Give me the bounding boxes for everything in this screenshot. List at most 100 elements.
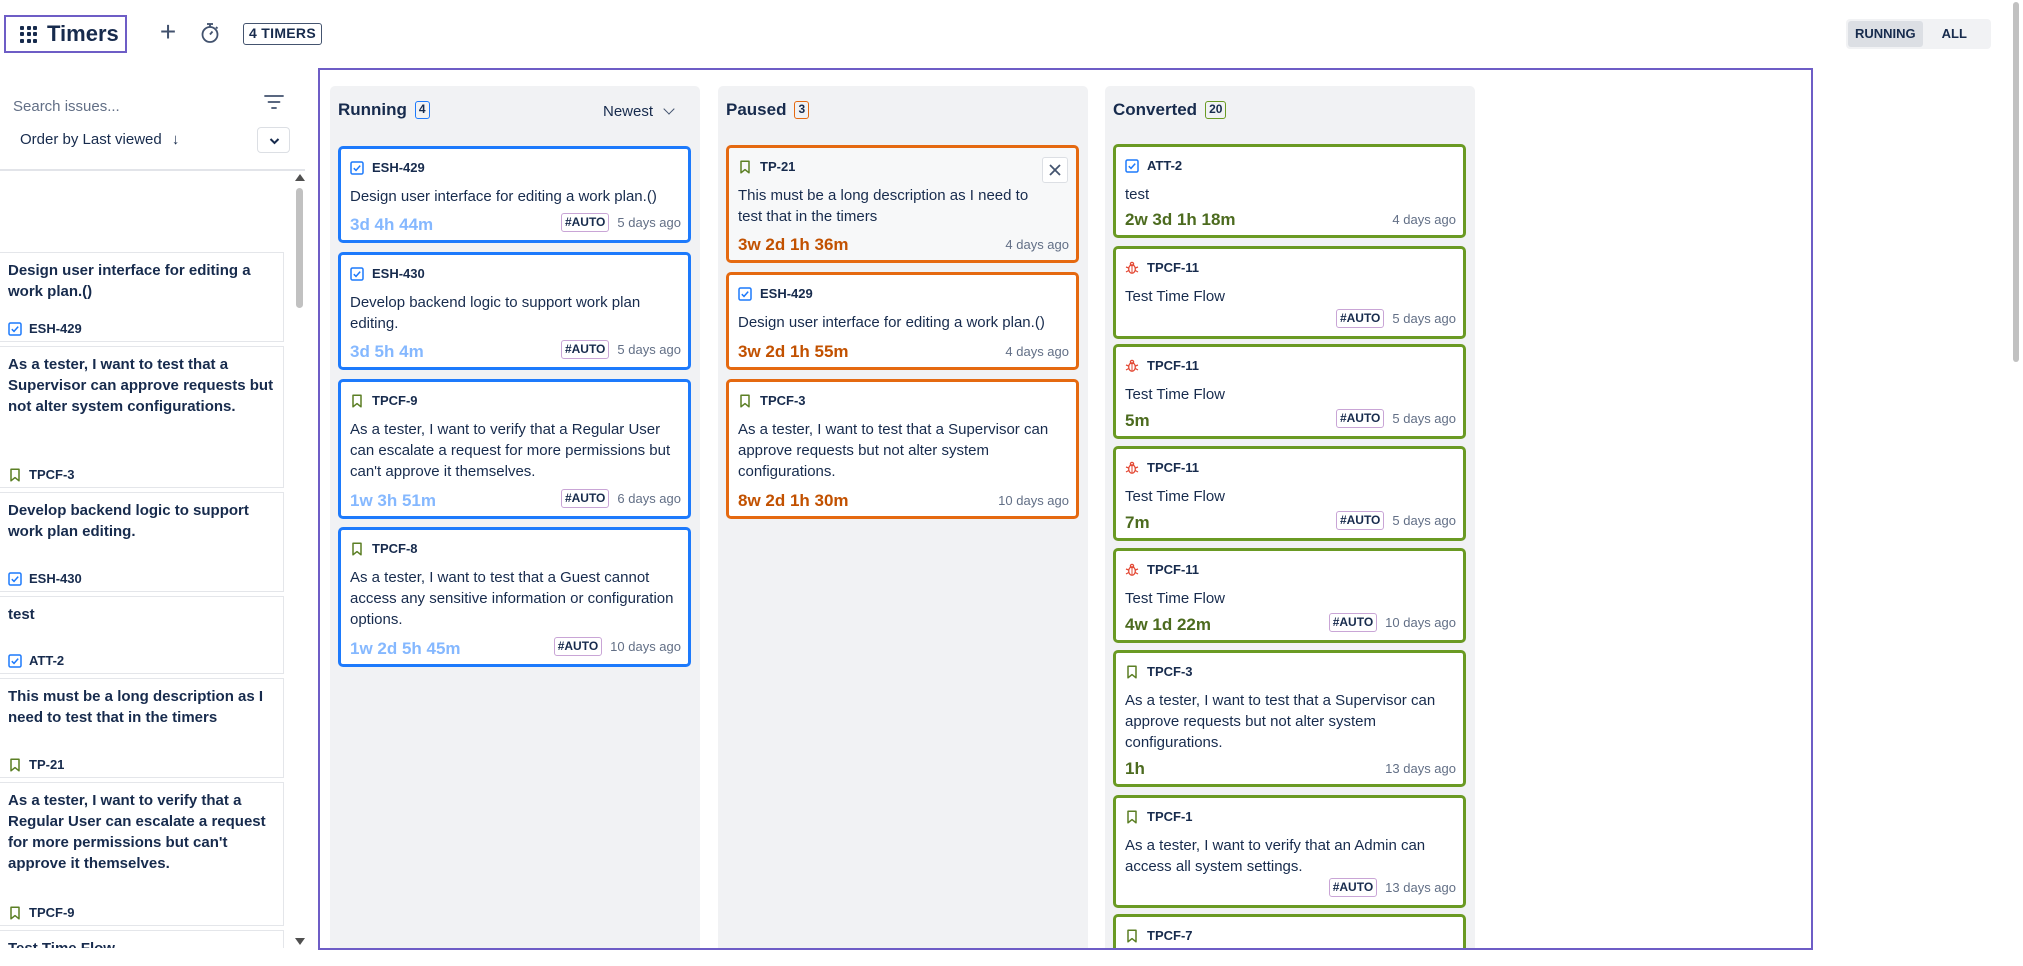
list-item[interactable]: As a tester, I want to verify that a Reg… — [0, 782, 284, 926]
task-icon — [1125, 158, 1139, 173]
bug-icon — [1125, 563, 1139, 577]
story-icon — [1125, 928, 1139, 943]
timer-card[interactable]: ESH-429 Design user interface for editin… — [338, 146, 691, 243]
order-by-label: Order by Last viewed — [20, 131, 162, 148]
task-icon — [350, 266, 364, 281]
sort-dropdown[interactable]: Newest — [603, 103, 675, 120]
elapsed-time: 3d 4h 44m — [350, 215, 434, 234]
issue-description: Test Time Flow — [1125, 488, 1226, 505]
timer-card[interactable]: TPCF-3 As a tester, I want to test that … — [726, 379, 1079, 519]
auto-tag: #AUTO — [1335, 511, 1385, 530]
relative-date: 10 days ago — [1385, 615, 1456, 630]
relative-date: 4 days ago — [1005, 344, 1069, 359]
relative-date: 4 days ago — [1005, 237, 1069, 252]
elapsed-time: 3d 5h 4m — [350, 342, 424, 361]
list-item[interactable]: test ATT-2 — [0, 596, 284, 674]
auto-tag: #AUTO — [1335, 309, 1385, 328]
timer-card[interactable]: TPCF-1 As a tester, I want to verify tha… — [1113, 795, 1466, 908]
task-icon — [350, 160, 364, 175]
issue-key: TPCF-11 — [1147, 460, 1200, 475]
sidebar-scroll-up-arrow[interactable] — [295, 174, 305, 181]
timer-card[interactable]: TP-21 This must be a long description as… — [726, 145, 1079, 263]
close-icon — [1049, 164, 1061, 176]
relative-date: 10 days ago — [998, 493, 1069, 508]
auto-tag: #AUTO — [1335, 409, 1385, 428]
relative-date: 13 days ago — [1385, 761, 1456, 776]
timer-card[interactable]: TPCF-3 As a tester, I want to test that … — [1113, 650, 1466, 787]
order-by-selector[interactable]: Order by Last viewed ↓ — [20, 131, 179, 148]
elapsed-time: 5m — [1125, 411, 1150, 430]
bug-icon — [1125, 261, 1139, 275]
task-icon — [8, 653, 22, 668]
list-item[interactable]: Test Time Flow TPCF-11 — [0, 930, 284, 948]
timer-card[interactable]: TPCF-8 As a tester, I want to test that … — [338, 527, 691, 667]
elapsed-time: 8w 2d 1h 30m — [738, 491, 849, 510]
column-running: Running 4 Newest ESH-429 Design user int… — [330, 86, 700, 948]
issue-description: As a tester, I want to test that a Super… — [1125, 692, 1436, 751]
app-switcher-title[interactable]: Timers — [4, 15, 127, 53]
story-icon — [738, 159, 752, 174]
timer-card[interactable]: ATT-2 test 2w 3d 1h 18m 4 days ago — [1113, 144, 1466, 238]
toggle-all[interactable]: ALL — [1941, 26, 1967, 41]
timer-card[interactable]: ESH-430 Develop backend logic to support… — [338, 252, 691, 370]
issue-description: As a tester, I want to test that a Super… — [738, 421, 1049, 480]
sidebar-scroll-down-arrow[interactable] — [295, 938, 305, 945]
relative-date: 6 days ago — [617, 491, 681, 506]
issue-key: TPCF-9 — [372, 393, 418, 408]
relative-date: 5 days ago — [1392, 411, 1456, 426]
app-header: Timers + 4 TIMERS RUNNING ALL — [0, 0, 2023, 68]
stopwatch-icon[interactable] — [200, 22, 220, 44]
issue-key: ESH-429 — [760, 286, 813, 301]
filter-icon[interactable] — [264, 93, 284, 111]
issue-description: Develop backend logic to support work pl… — [350, 294, 641, 332]
timer-card[interactable]: TPCF-11 Test Time Flow 5m #AUTO 5 days ag… — [1113, 344, 1466, 439]
timer-card[interactable]: TPCF-9 As a tester, I want to verify tha… — [338, 379, 691, 519]
order-dropdown-button[interactable] — [257, 127, 290, 153]
page-scrollbar-thumb[interactable] — [2013, 2, 2019, 362]
issue-key: TPCF-7 — [1147, 928, 1193, 943]
list-item[interactable]: As a tester, I want to test that a Super… — [0, 346, 284, 488]
timers-board: Running 4 Newest ESH-429 Design user int… — [318, 68, 1813, 950]
auto-tag: #AUTO — [1328, 613, 1378, 632]
task-icon — [8, 321, 22, 336]
task-icon — [738, 286, 752, 301]
column-converted: Converted 20 ATT-2 test 2w 3d 1h 18m 4 d… — [1105, 86, 1475, 948]
timers-count-badge[interactable]: 4 TIMERS — [243, 23, 322, 45]
timer-card[interactable]: TPCF-11 Test Time Flow 7m #AUTO 5 days ag… — [1113, 446, 1466, 541]
issue-key: TPCF-11 — [1147, 260, 1200, 275]
task-icon — [8, 571, 22, 586]
timer-card[interactable]: TPCF-7 — [1113, 914, 1466, 948]
add-timer-button[interactable]: + — [155, 18, 181, 48]
close-button[interactable] — [1042, 157, 1068, 183]
issue-key: TPCF-11 — [1147, 562, 1200, 577]
list-item[interactable]: Develop backend logic to support work pl… — [0, 492, 284, 592]
bug-icon — [1125, 461, 1139, 475]
toggle-running[interactable]: RUNNING — [1848, 21, 1923, 47]
issue-key: TPCF-3 — [760, 393, 806, 408]
relative-date: 5 days ago — [617, 215, 681, 230]
issue-key: TPCF-1 — [1147, 809, 1193, 824]
list-item[interactable]: Design user interface for editing a work… — [0, 252, 284, 342]
search-input[interactable] — [13, 94, 253, 118]
page-title: Timers — [47, 21, 119, 46]
arrow-down-icon: ↓ — [171, 131, 180, 148]
list-item[interactable]: This must be a long description as I nee… — [0, 678, 284, 778]
issue-description: Test Time Flow — [1125, 590, 1226, 607]
issue-key: ESH-430 — [372, 266, 425, 281]
story-icon — [738, 393, 752, 408]
chevron-down-icon — [269, 138, 280, 145]
column-count-badge: 4 — [414, 101, 430, 119]
page-scrollbar[interactable] — [2010, 0, 2023, 966]
issue-sidebar: Order by Last viewed ↓ Design user inter… — [0, 68, 305, 966]
sidebar-scrollbar-thumb[interactable] — [296, 188, 303, 308]
issue-key: ESH-429 — [372, 160, 425, 175]
relative-date: 10 days ago — [610, 639, 681, 654]
issue-description: As a tester, I want to verify that an Ad… — [1125, 837, 1426, 875]
column-title: Running — [338, 100, 407, 119]
timer-card[interactable]: ESH-429 Design user interface for editin… — [726, 272, 1079, 370]
story-icon — [350, 541, 364, 556]
elapsed-time: 1w 3h 51m — [350, 491, 436, 510]
timer-card[interactable]: TPCF-11 Test Time Flow #AUTO 5 days ago — [1113, 246, 1466, 339]
timer-card[interactable]: TPCF-11 Test Time Flow 4w 1d 22m #AUTO 10… — [1113, 548, 1466, 643]
issue-description: Test Time Flow — [1125, 386, 1226, 403]
